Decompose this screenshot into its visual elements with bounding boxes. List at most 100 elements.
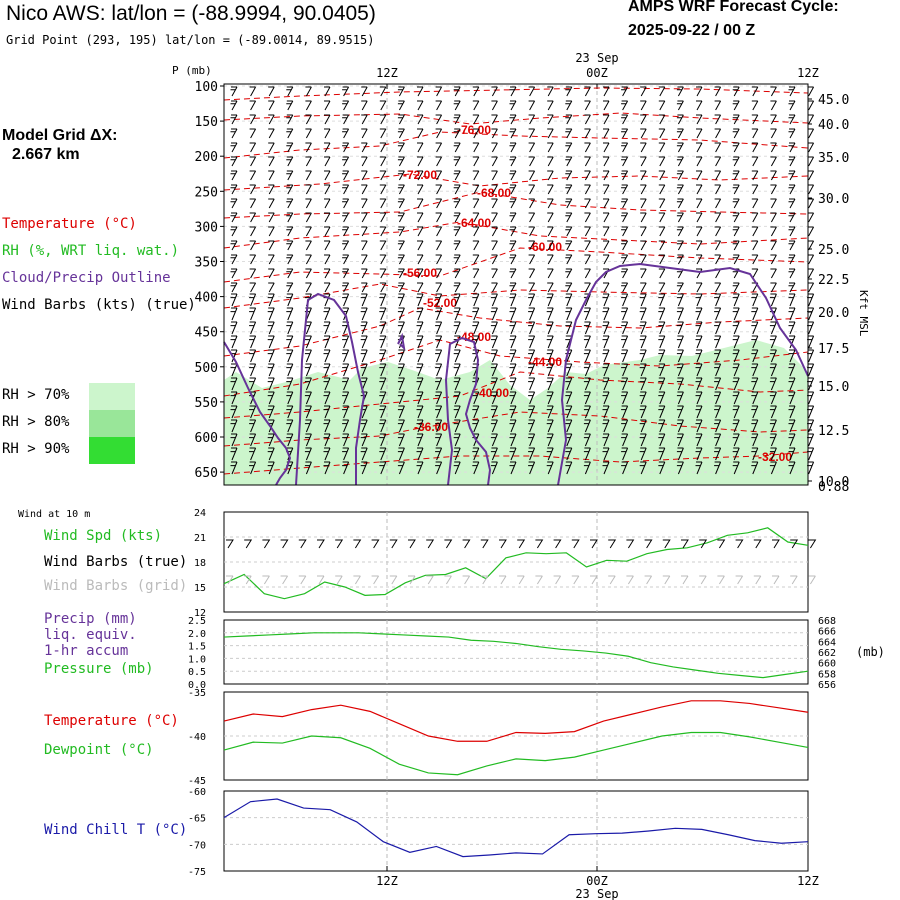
wind-barb xyxy=(788,377,796,391)
y-tick-label: 2.0 xyxy=(188,629,206,640)
wind-barb xyxy=(584,268,591,279)
wind-barb-grid xyxy=(717,575,725,585)
wind-barb xyxy=(491,212,498,223)
wind-barb xyxy=(603,226,610,237)
wind-barb xyxy=(751,307,759,321)
wind-barb xyxy=(230,240,238,251)
wind-barb xyxy=(770,268,777,279)
wind-barb xyxy=(397,391,405,405)
wind-barb xyxy=(603,114,610,125)
wind-barb xyxy=(472,321,480,335)
wind-barb xyxy=(379,198,387,209)
wind-barb xyxy=(305,184,312,195)
wind-barb xyxy=(360,293,368,307)
wind-barb xyxy=(416,391,424,405)
wind-barb xyxy=(751,419,759,433)
wind-barb xyxy=(397,128,405,139)
wind-barb xyxy=(769,405,777,419)
wind-barb xyxy=(621,321,629,335)
wind-barb xyxy=(342,447,350,461)
wind-barb xyxy=(417,254,424,265)
wind-barb xyxy=(230,156,238,167)
wind-barb-true xyxy=(608,539,617,549)
wind-barb xyxy=(639,433,647,447)
wind-barb xyxy=(453,170,461,181)
wind-barb xyxy=(658,212,666,223)
legend-temperature-sfc: Temperature (°C) xyxy=(44,713,179,729)
wind-barb-true xyxy=(244,539,253,549)
wind-barb xyxy=(546,461,554,475)
wind-barb xyxy=(676,282,684,293)
wind-barb xyxy=(230,254,238,265)
wind-barb xyxy=(528,156,536,167)
wind-barb xyxy=(769,419,777,433)
wind-barb xyxy=(509,226,517,237)
series-line-wind-speed xyxy=(223,527,809,600)
y-tick-label-right: 658 xyxy=(818,669,836,680)
wind-barb xyxy=(788,198,796,209)
wind-barb xyxy=(417,282,424,293)
wind-barb xyxy=(361,184,368,195)
wind-barb xyxy=(621,307,629,321)
wind-barb xyxy=(621,282,629,293)
wind-barb xyxy=(583,461,591,475)
wind-barb xyxy=(621,226,629,237)
wind-barb xyxy=(547,142,554,153)
wind-barb xyxy=(546,447,554,461)
wind-barb xyxy=(509,349,517,363)
wind-barb xyxy=(435,433,443,447)
y-tick-label: 0.5 xyxy=(188,667,206,678)
wind-barb xyxy=(714,184,722,195)
wind-barb-true xyxy=(644,539,653,549)
height-tick-label: 40.0 xyxy=(818,118,849,133)
wind-barb xyxy=(751,377,759,391)
wind-barb xyxy=(379,156,387,167)
wind-barb xyxy=(751,198,759,209)
wind-barb-true xyxy=(808,539,817,549)
temperature-contour-label: -48.00 xyxy=(457,330,491,344)
wind-barb xyxy=(584,128,591,139)
wind-barb xyxy=(547,282,554,293)
legend-wind-barbs: Wind Barbs (kts) (true) xyxy=(2,297,196,313)
wind-barb xyxy=(621,100,629,111)
wind-barb xyxy=(491,114,498,125)
wind-barb xyxy=(788,363,796,377)
wind-barb xyxy=(397,156,405,167)
wind-barb xyxy=(435,461,443,475)
wind-barb xyxy=(528,391,536,405)
wind-barb xyxy=(342,86,350,97)
wind-barb xyxy=(695,363,703,377)
wind-barb xyxy=(416,293,424,307)
wind-barb xyxy=(695,419,703,433)
wind-barb xyxy=(640,240,647,251)
wind-barb xyxy=(603,198,610,209)
wind-barb xyxy=(249,184,257,195)
wind-barb xyxy=(658,391,666,405)
wind-barb xyxy=(788,170,796,181)
wind-barb xyxy=(286,170,294,181)
wind-barb xyxy=(249,226,257,237)
wind-barb xyxy=(397,100,405,111)
wind-barb xyxy=(732,349,740,363)
wind-barb xyxy=(603,128,610,139)
temperature-contour-label: -68.00 xyxy=(477,186,511,200)
wind-barb xyxy=(732,240,740,251)
wind-barb xyxy=(472,128,480,139)
wind-barb xyxy=(547,198,554,209)
wind-barb xyxy=(361,86,368,97)
wind-barb xyxy=(528,114,536,125)
rh-level-80-swatch xyxy=(89,410,135,437)
wind-barb xyxy=(249,100,257,111)
wind-barb xyxy=(658,240,666,251)
temperature-contour xyxy=(223,112,809,125)
wind-barb-grid xyxy=(408,575,416,585)
wind-barb xyxy=(342,156,350,167)
wind-barb xyxy=(751,335,759,349)
wind-barb xyxy=(714,377,722,391)
wind-barb xyxy=(621,254,629,265)
wind-barb xyxy=(565,184,573,195)
height-extra-label: 0.88 xyxy=(818,480,849,495)
wind-barb xyxy=(361,156,368,167)
wind-barb-true xyxy=(298,539,307,549)
wind-barb-true xyxy=(371,539,380,549)
